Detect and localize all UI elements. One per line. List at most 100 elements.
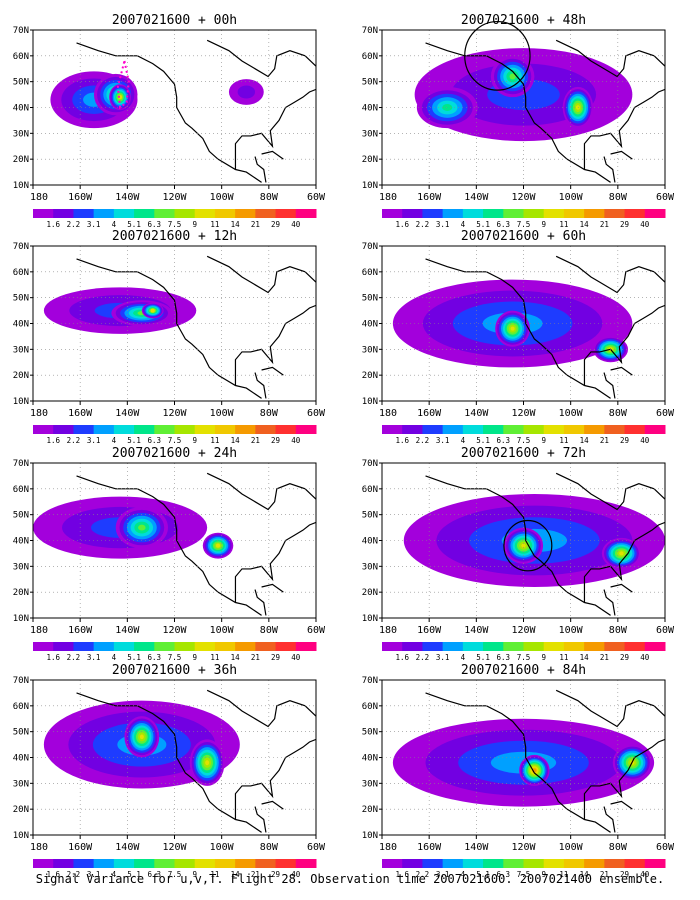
colorbar-label: 4 [112, 220, 117, 229]
coastline [254, 372, 267, 399]
coastline [610, 366, 633, 376]
colorbar-swatch [563, 425, 585, 434]
colorbar-swatch [134, 425, 155, 434]
colorbar-label: 7.5 [168, 653, 182, 662]
coastlines [425, 255, 665, 399]
colorbar-swatch [255, 209, 277, 218]
x-tick-label: 180 [30, 408, 48, 419]
map-panel: 2007021600 + 84h 180 160W 140W 120W 100W 80W 60… [362, 663, 675, 879]
coastlines [425, 39, 665, 183]
x-tick-label: 80W [260, 842, 279, 853]
y-tick-label: 50N [13, 511, 29, 521]
colorbar-swatch [624, 425, 646, 434]
variance-contour [138, 524, 146, 531]
coastline [76, 42, 262, 183]
colorbar-label: 21 [251, 870, 260, 879]
colorbar-label: 29 [620, 436, 629, 445]
colorbar-label: 4 [112, 653, 117, 662]
colorbar-swatch [93, 859, 115, 868]
coastline [206, 255, 316, 294]
y-tick-label: 60N [362, 268, 378, 278]
colorbar-swatch [483, 209, 504, 218]
coastline [583, 738, 665, 820]
colorbar-label: 9 [192, 436, 197, 445]
coastline [603, 806, 616, 833]
colorbar-label: 11 [559, 436, 568, 445]
y-tick-label: 70N [362, 676, 378, 686]
colorbar-label: 1.6 [395, 653, 409, 662]
colorbar-label: 11 [210, 653, 219, 662]
colorbar-label: 3.1 [436, 870, 450, 879]
variance-contour [619, 551, 624, 556]
colorbar-swatch [214, 859, 236, 868]
colorbar-swatch [113, 642, 135, 651]
coastline [610, 150, 633, 160]
colorbar-label: 2.2 [416, 220, 430, 229]
colorbar-label: 7.5 [517, 436, 531, 445]
colorbar-swatch [113, 859, 135, 868]
colorbar-swatch [275, 209, 297, 218]
x-tick-label: 120W [511, 192, 536, 203]
colorbar-label: 21 [600, 436, 609, 445]
x-tick-label: 180 [379, 625, 397, 636]
colorbar-swatch [442, 642, 464, 651]
colorbar-swatch [483, 642, 504, 651]
panel-title: 2007021600 + 36h [112, 663, 237, 678]
colorbar-label: 2.2 [67, 436, 81, 445]
x-tick-label: 180 [379, 192, 397, 203]
y-tick-label: 50N [362, 78, 378, 88]
colorbar-swatch [563, 642, 585, 651]
x-tick-label: 180 [30, 192, 48, 203]
y-tick-label: 70N [13, 242, 29, 252]
colorbar: 1.6 2.2 3.1 4 5.1 6.3 7.5 9 11 14 21 29 40 [33, 209, 317, 229]
colorbar-swatch [235, 859, 256, 868]
y-tick-label: 50N [362, 728, 378, 738]
colorbar-swatch [214, 425, 236, 434]
colorbar-label: 1.6 [395, 220, 409, 229]
colorbar-label: 7.5 [168, 220, 182, 229]
coastlines [76, 472, 316, 616]
x-tick-label: 100W [210, 192, 235, 203]
y-tick-label: 30N [362, 562, 378, 572]
colorbar-label: 5.1 [476, 220, 490, 229]
colorbar-swatch [382, 859, 403, 868]
coastlines [76, 39, 316, 183]
map-panel: 2007021600 + 48h 180 160W 140W 120W 100W 80W 60… [362, 13, 675, 229]
colorbar-swatch [33, 209, 54, 218]
x-tick-label: 160W [417, 408, 442, 419]
panel-title: 2007021600 + 72h [461, 446, 586, 461]
variance-field [43, 700, 240, 789]
y-tick-label: 30N [362, 345, 378, 355]
colorbar-label: 4 [112, 870, 117, 879]
x-tick-label: 160W [417, 625, 442, 636]
coastline [425, 42, 611, 183]
colorbar-label: 40 [291, 220, 301, 229]
colorbar-swatch [33, 425, 54, 434]
colorbar-label: 29 [620, 653, 629, 662]
x-tick-label: 80W [609, 408, 628, 419]
x-tick-label: 80W [260, 625, 279, 636]
coastline [254, 156, 267, 183]
colorbar-swatch [422, 425, 444, 434]
y-tick-label: 60N [13, 702, 29, 712]
colorbar-swatch [422, 859, 444, 868]
colorbar-swatch [624, 642, 646, 651]
x-tick-label: 60W [656, 842, 675, 853]
colorbar-swatch [523, 859, 545, 868]
colorbar-swatch [275, 859, 297, 868]
variance-field [43, 287, 197, 334]
coastline [555, 255, 665, 294]
coastline [603, 589, 616, 616]
x-tick-label: 100W [210, 625, 235, 636]
colorbar-label: 1.6 [395, 436, 409, 445]
colorbar-swatch [134, 859, 155, 868]
colorbar-label: 4 [461, 220, 466, 229]
colorbar-swatch [214, 209, 236, 218]
coastline [206, 689, 316, 728]
y-tick-label: 60N [362, 52, 378, 62]
colorbar-swatch [73, 425, 95, 434]
x-tick-label: 80W [609, 842, 628, 853]
panel-title: 2007021600 + 84h [461, 663, 586, 678]
colorbar-swatch [194, 425, 216, 434]
